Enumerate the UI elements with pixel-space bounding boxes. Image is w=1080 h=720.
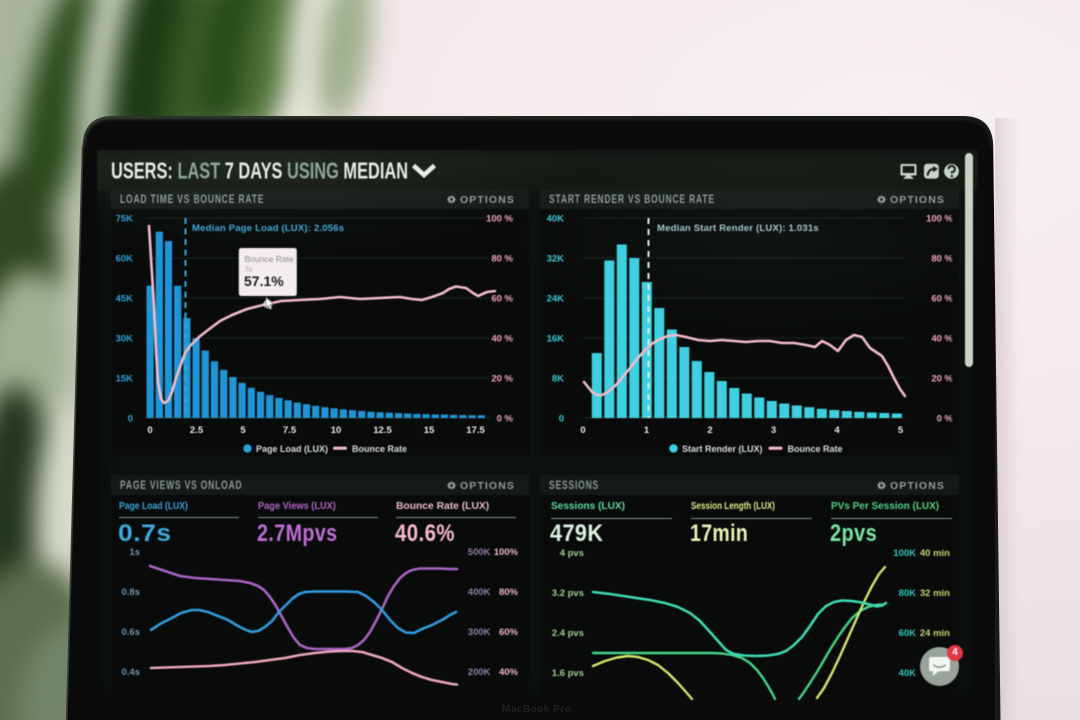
svg-text:17.5: 17.5	[466, 425, 485, 436]
svg-text:15: 15	[424, 425, 435, 436]
svg-text:10: 10	[331, 425, 342, 436]
svg-text:Bounce Rate: Bounce Rate	[245, 254, 294, 264]
svg-text:0.8s: 0.8s	[122, 587, 141, 598]
svg-text:0 %: 0 %	[937, 414, 952, 425]
svg-text:1s: 1s	[129, 547, 140, 558]
svg-text:4: 4	[834, 425, 840, 436]
svg-text:0: 0	[147, 425, 152, 436]
svg-text:200K: 200K	[468, 667, 491, 678]
svg-text:16K: 16K	[547, 334, 565, 345]
svg-text:32K: 32K	[547, 254, 565, 265]
svg-text:40 %: 40 %	[931, 334, 952, 345]
svg-text:0.4s: 0.4s	[122, 667, 141, 678]
svg-text:24 min: 24 min	[920, 628, 950, 639]
svg-text:100 %: 100 %	[926, 214, 952, 225]
svg-text:Median Start Render (LUX): 1.0: Median Start Render (LUX): 1.031s	[657, 223, 819, 234]
svg-text:60K: 60K	[899, 628, 917, 639]
svg-text:300K: 300K	[468, 627, 491, 638]
svg-text:60 %: 60 %	[931, 294, 952, 305]
svg-text:40 %: 40 %	[491, 334, 513, 345]
svg-text:80 %: 80 %	[491, 254, 513, 265]
svg-text:Median Page Load (LUX): 2.056s: Median Page Load (LUX): 2.056s	[192, 223, 344, 234]
svg-text:57.1%: 57.1%	[244, 273, 284, 289]
svg-text:500K: 500K	[468, 547, 491, 558]
svg-text:4 pvs: 4 pvs	[560, 548, 584, 559]
svg-text:5: 5	[240, 425, 246, 436]
svg-text:40%: 40%	[499, 667, 519, 678]
svg-text:24K: 24K	[547, 294, 565, 305]
svg-text:80K: 80K	[899, 588, 917, 599]
svg-text:3: 3	[771, 425, 776, 436]
svg-text:80%: 80%	[499, 587, 519, 598]
svg-text:2: 2	[707, 425, 712, 436]
svg-text:Bounce Rate: Bounce Rate	[352, 444, 407, 454]
svg-text:40K: 40K	[899, 668, 917, 679]
svg-text:75K: 75K	[116, 214, 134, 225]
svg-text:2.4 pvs: 2.4 pvs	[552, 628, 584, 639]
svg-text:60K: 60K	[116, 254, 134, 265]
svg-text:100 %: 100 %	[486, 214, 513, 225]
svg-text:20 %: 20 %	[931, 374, 952, 385]
svg-text:80 %: 80 %	[931, 254, 952, 265]
svg-text:7s: 7s	[245, 265, 253, 274]
svg-text:2.5: 2.5	[190, 425, 204, 436]
svg-text:5: 5	[898, 425, 904, 436]
svg-text:0 %: 0 %	[497, 414, 514, 425]
svg-text:40 min: 40 min	[920, 548, 950, 559]
svg-text:12.5: 12.5	[373, 425, 392, 436]
svg-text:Bounce Rate: Bounce Rate	[788, 444, 843, 454]
svg-text:40K: 40K	[547, 214, 565, 225]
svg-text:Start Render (LUX): Start Render (LUX)	[682, 444, 763, 454]
svg-text:3.2 pvs: 3.2 pvs	[552, 588, 584, 599]
svg-text:100%: 100%	[494, 547, 519, 558]
svg-text:32 min: 32 min	[920, 588, 950, 599]
svg-text:1: 1	[644, 425, 650, 436]
svg-text:0: 0	[128, 414, 133, 425]
svg-text:45K: 45K	[116, 294, 134, 305]
svg-text:0.6s: 0.6s	[122, 627, 141, 638]
svg-text:0: 0	[559, 414, 564, 425]
svg-text:7.5: 7.5	[283, 425, 297, 436]
svg-text:100K: 100K	[893, 548, 916, 559]
svg-text:400K: 400K	[468, 587, 491, 598]
svg-text:Page Load (LUX): Page Load (LUX)	[256, 444, 328, 454]
svg-text:1.6 pvs: 1.6 pvs	[552, 668, 584, 679]
svg-text:0: 0	[580, 425, 585, 436]
svg-text:60 %: 60 %	[491, 294, 513, 305]
svg-text:60%: 60%	[499, 627, 519, 638]
svg-text:20 %: 20 %	[491, 374, 513, 385]
svg-text:8K: 8K	[552, 374, 564, 385]
svg-text:30K: 30K	[116, 334, 134, 345]
svg-text:15K: 15K	[116, 374, 134, 385]
